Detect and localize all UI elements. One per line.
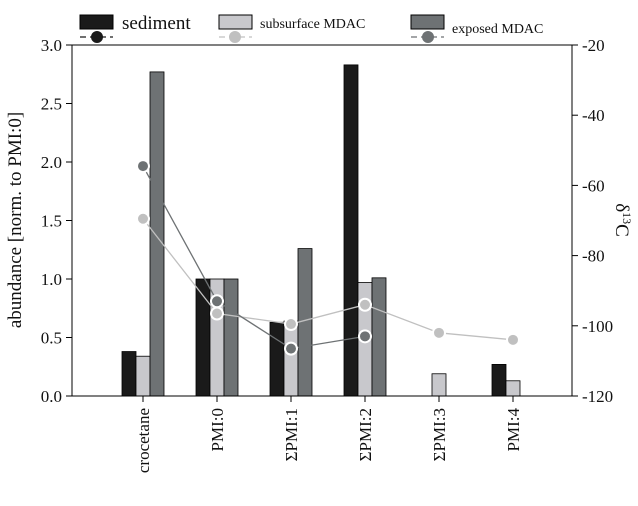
y-left-tick-label: 0.5: [41, 329, 62, 348]
y-left-tick-label: 3.0: [41, 36, 62, 55]
y-axis-right-title: δ13C: [611, 203, 634, 237]
x-tick-label-crocetane: crocetane: [134, 408, 153, 473]
point-subsurface-mdac-pmi-1: [284, 317, 298, 332]
bar-sediment-crocetane: [121, 351, 137, 397]
y-right-tick-label: -120: [582, 387, 613, 406]
bar-exposed-mdac-pmi-0: [223, 278, 239, 397]
bar-subsurface-mdac-pmi-3: [431, 373, 447, 397]
point-exposed-mdac-pmi-0: [210, 294, 224, 309]
x-tick-label-pmi-3: ΣPMI:3: [430, 408, 449, 461]
y-left-tick-label: 1.5: [41, 212, 62, 231]
bar-exposed-mdac-crocetane: [149, 71, 165, 397]
legend-marker-subsurface-mdac: [229, 31, 241, 43]
legend-marker-sediment: [91, 31, 103, 43]
y-axis-right-title-tail: C: [611, 224, 632, 237]
legend-bar-subsurface-mdac: [218, 14, 253, 30]
bar-subsurface-mdac-pmi-1: [283, 320, 299, 397]
x-tick-label-pmi-4: PMI:4: [504, 408, 523, 452]
y-left-tick-label: 2.0: [41, 153, 62, 172]
y-right-tick-label: -80: [582, 247, 605, 266]
series-line-subsurface-mdac: [142, 218, 514, 341]
x-tick-label-pmi-1: ΣPMI:1: [282, 408, 301, 461]
legend-bar-exposed-mdac: [410, 14, 445, 30]
legend-label-sediment: sediment: [122, 13, 191, 34]
bar-exposed-mdac-pmi-2: [371, 277, 387, 397]
legend-bar-sediment: [79, 14, 114, 30]
legend-label-subsurface-mdac: subsurface MDAC: [260, 17, 365, 32]
bar-sediment-pmi-1: [269, 321, 285, 397]
point-subsurface-mdac-pmi-2: [358, 297, 372, 312]
y-left-tick-label: 0.0: [41, 387, 62, 406]
point-exposed-mdac-crocetane: [136, 159, 150, 174]
point-subsurface-mdac-pmi-4: [506, 332, 520, 347]
point-subsurface-mdac-pmi-0: [210, 306, 224, 321]
x-tick-label-pmi-2: ΣPMI:2: [356, 408, 375, 461]
series-line-exposed-mdac: [142, 165, 366, 350]
y-right-tick-label: -40: [582, 106, 605, 125]
x-tick-label-pmi-0: PMI:0: [208, 408, 227, 451]
y-axis-right-title-delta: δ: [611, 203, 632, 212]
legend-marker-exposed-mdac: [422, 31, 434, 43]
y-axis-left-title: abundance [norm. to PMI:0]: [5, 112, 26, 328]
y-right-tick-label: -20: [582, 36, 605, 55]
y-axis-right-title-sup: 13: [620, 212, 634, 224]
legend: sediment subsurface MDAC exposed MDAC: [79, 13, 543, 43]
plot-area: 0.0 0.5 1.0 1.5 2.0 2.5 3.0 -120 -100 -80 -60 -40 -2…: [41, 36, 613, 473]
y-right-tick-label: -100: [582, 317, 613, 336]
y-left-tick-label: 1.0: [41, 270, 62, 289]
y-left-tick-label: 2.5: [41, 95, 62, 114]
point-exposed-mdac-pmi-2: [358, 329, 372, 344]
bar-sediment-pmi-4: [491, 364, 507, 397]
bar-sediment-pmi-2: [343, 64, 359, 397]
y-right-tick-label: -60: [582, 176, 605, 195]
bar-subsurface-mdac-crocetane: [135, 355, 151, 397]
point-exposed-mdac-pmi-1: [284, 341, 298, 356]
point-subsurface-mdac-crocetane: [136, 211, 150, 226]
point-subsurface-mdac-pmi-3: [432, 325, 446, 340]
legend-label-exposed-mdac: exposed MDAC: [452, 22, 543, 37]
bar-subsurface-mdac-pmi-4: [505, 380, 521, 397]
